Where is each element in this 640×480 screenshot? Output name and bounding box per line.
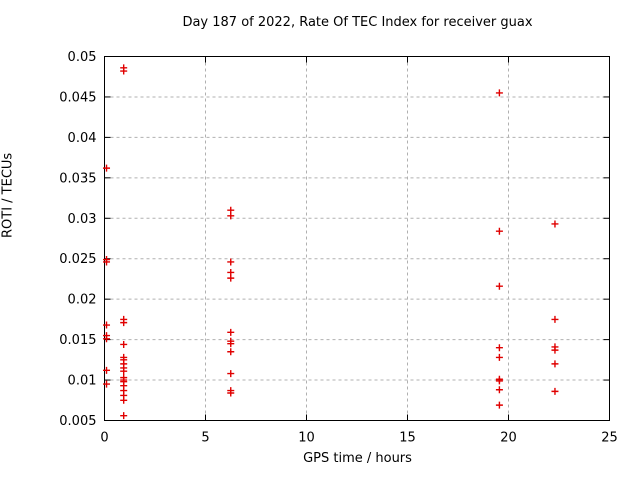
- data-point-marker: [103, 335, 111, 343]
- data-point-marker: [120, 319, 128, 327]
- x-tick-label: 20: [500, 431, 517, 446]
- data-point-marker: [495, 401, 503, 409]
- y-tick-label: 0.05: [68, 50, 97, 65]
- x-tick-label: 25: [601, 431, 618, 446]
- data-point-marker: [120, 412, 128, 420]
- y-tick-label: 0.04: [68, 131, 97, 146]
- data-point-marker: [551, 315, 559, 323]
- data-point-marker: [227, 389, 235, 397]
- y-tick-label: 0.02: [68, 293, 97, 308]
- data-point-marker: [227, 370, 235, 378]
- data-point-marker: [495, 377, 503, 385]
- data-point-marker: [495, 344, 503, 352]
- y-tick-label: 0.015: [59, 333, 96, 348]
- y-tick-label: 0.045: [59, 90, 96, 105]
- x-tick-label: 10: [298, 431, 315, 446]
- y-tick-label: 0.025: [59, 252, 96, 267]
- y-tick-label: 0.035: [59, 171, 96, 186]
- x-tick-label: 15: [399, 431, 416, 446]
- data-point-marker: [495, 89, 503, 97]
- x-axis-label: GPS time / hours: [303, 451, 412, 466]
- data-point-marker: [551, 387, 559, 395]
- grid-lines: [104, 56, 610, 421]
- data-point-marker: [495, 353, 503, 361]
- data-point-marker: [495, 386, 503, 394]
- y-tick-label: 0.005: [59, 414, 96, 429]
- data-point-marker: [227, 212, 235, 220]
- y-tick-label: 0.01: [68, 374, 97, 389]
- data-point-marker: [120, 340, 128, 348]
- data-point-marker: [120, 396, 128, 404]
- tick-labels: 0 5 10 15 20 25 0.005 0.01 0.015 0.02 0.025 0.03 0.0…: [59, 50, 617, 446]
- data-point-marker: [103, 366, 111, 374]
- x-tick-label: 5: [201, 431, 209, 446]
- data-point-marker: [551, 360, 559, 368]
- data-point-marker: [551, 220, 559, 228]
- x-tick-label: 0: [100, 431, 108, 446]
- data-point-marker: [227, 274, 235, 282]
- data-point-marker: [227, 258, 235, 266]
- data-point-marker: [120, 367, 128, 375]
- data-point-marker: [120, 67, 128, 75]
- data-point-marker: [103, 164, 111, 172]
- chart-title: Day 187 of 2022, Rate Of TEC Index for r…: [182, 15, 533, 30]
- data-point-marker: [103, 321, 111, 329]
- plot-border: [104, 56, 610, 421]
- data-point-marker: [495, 282, 503, 290]
- tick-marks: [104, 56, 610, 421]
- data-point-marker: [227, 348, 235, 356]
- data-point-marker: [495, 227, 503, 235]
- data-point-marker: [103, 380, 111, 388]
- data-point-marker: [551, 346, 559, 354]
- data-point-marker: [227, 340, 235, 348]
- y-tick-label: 0.03: [68, 212, 97, 227]
- data-point-marker: [227, 328, 235, 336]
- data-points: [103, 64, 559, 420]
- data-point-marker: [103, 258, 111, 266]
